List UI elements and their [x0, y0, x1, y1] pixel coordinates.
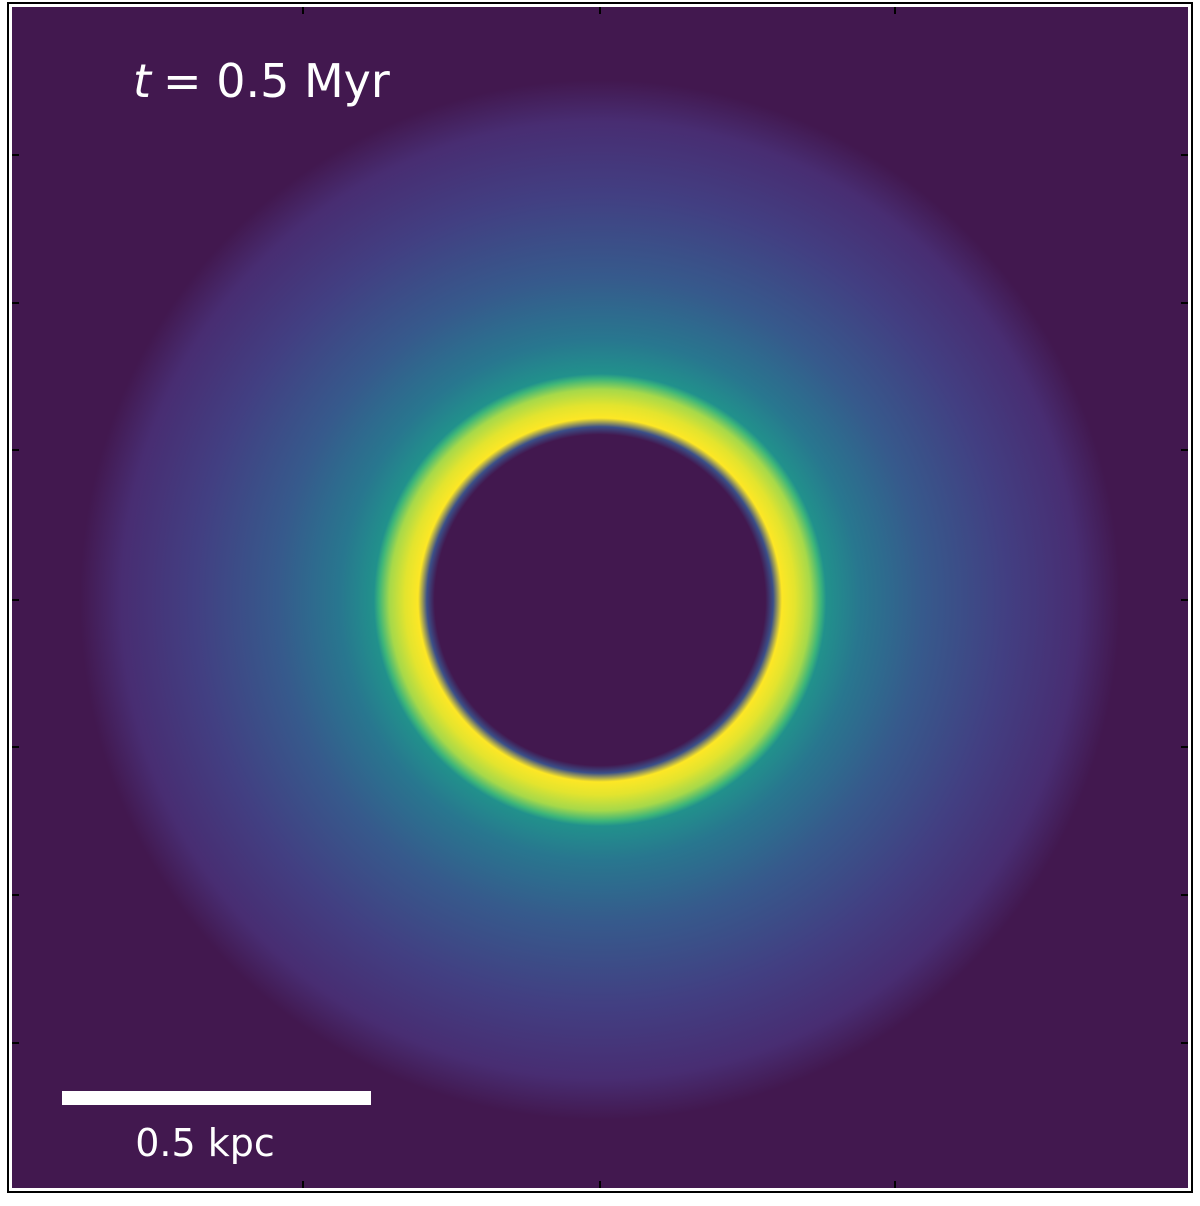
- scale-bar-label: 0.5 kpc: [135, 1121, 275, 1165]
- scale-bar: [62, 1091, 371, 1105]
- time-symbol: t: [133, 54, 153, 108]
- ticks: [12, 7, 1188, 1188]
- time-label: t = 0.5 Myr: [133, 54, 390, 108]
- time-value: = 0.5 Myr: [163, 54, 390, 108]
- density-map: [12, 7, 1188, 1188]
